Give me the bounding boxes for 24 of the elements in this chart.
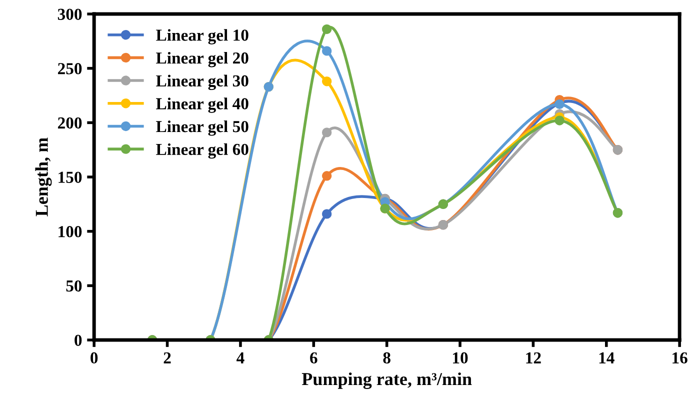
y-tick-label: 250 <box>58 63 82 74</box>
y-tick-label: 100 <box>58 226 82 238</box>
legend-label: Linear gel 50 <box>156 120 248 136</box>
x-axis-title: Pumping rate, m³/min <box>302 372 472 389</box>
y-tick-label: 300 <box>58 8 82 20</box>
legend-label: Linear gel 60 <box>156 143 248 159</box>
x-tick-label: 8 <box>383 352 390 364</box>
y-axis-title: Length, m <box>35 138 52 216</box>
legend-label: Linear gel 40 <box>156 98 248 113</box>
y-tick-label: 150 <box>58 172 82 183</box>
y-tick-label: 200 <box>58 117 82 129</box>
x-tick-label: 4 <box>236 352 244 364</box>
y-tick-label: 50 <box>66 280 82 292</box>
legend-label: Linear gel 10 <box>156 29 248 44</box>
x-tick-label: 16 <box>672 352 688 364</box>
x-tick-label: 6 <box>310 352 318 364</box>
x-tick-label: 2 <box>164 352 171 364</box>
x-tick-label: 12 <box>526 352 541 364</box>
legend-label: Linear gel 30 <box>156 74 248 90</box>
y-tick-label: 0 <box>74 334 82 346</box>
x-tick-label: 10 <box>453 352 468 364</box>
x-tick-label: 14 <box>599 352 614 364</box>
x-tick-label: 0 <box>90 352 98 364</box>
legend-label: Linear gel 20 <box>156 52 248 68</box>
